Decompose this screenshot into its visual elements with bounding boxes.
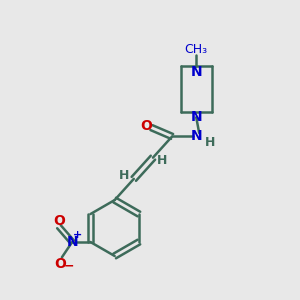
Text: N: N	[190, 65, 202, 79]
Text: N: N	[66, 235, 78, 249]
Text: H: H	[205, 136, 215, 149]
Text: H: H	[119, 169, 130, 182]
Text: O: O	[53, 214, 65, 228]
Text: H: H	[157, 154, 168, 167]
Text: +: +	[73, 230, 82, 240]
Text: CH₃: CH₃	[185, 43, 208, 56]
Text: O: O	[55, 257, 66, 271]
Text: −: −	[64, 260, 74, 273]
Text: N: N	[190, 129, 202, 142]
Text: N: N	[190, 110, 202, 124]
Text: O: O	[140, 119, 152, 133]
